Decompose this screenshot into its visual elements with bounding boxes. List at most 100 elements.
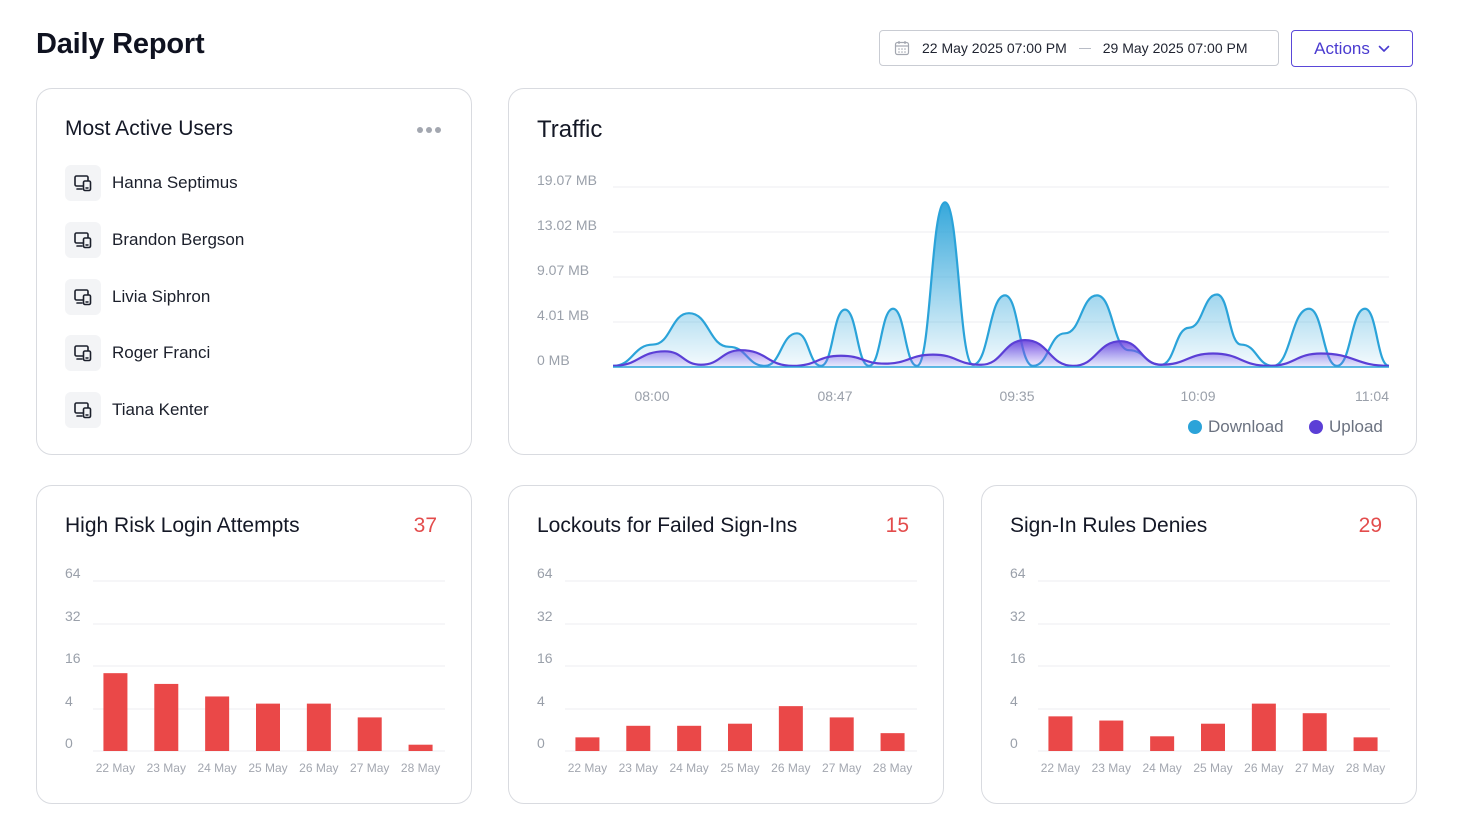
download-swatch [1188,420,1202,434]
card-title: Lockouts for Failed Sign-Ins [537,514,798,537]
device-icon [65,335,101,372]
bar [1201,723,1225,751]
upload-swatch [1309,420,1323,434]
bar [1353,737,1378,751]
bar [677,725,702,751]
bar [1048,716,1073,751]
x-tick-label: 10:09 [1180,388,1215,404]
x-tick-label: 24 May [197,761,236,775]
legend-download: Download [1188,417,1284,437]
x-tick-label: 22 May [568,761,607,775]
card-title: Most Active Users [65,117,234,140]
y-tick-label: 4 [65,693,73,709]
bar [880,733,905,751]
x-tick-label: 25 May [248,761,287,775]
y-tick-label: 16 [65,650,81,666]
x-tick-label: 11:04 [1355,388,1389,404]
x-tick-label: 26 May [771,761,810,775]
user-row[interactable]: Hanna Septimus [65,165,238,201]
bar [408,744,433,751]
y-tick-label: 19.07 MB [537,172,597,188]
x-tick-label: 27 May [822,761,861,775]
x-tick-label: 23 May [1092,761,1131,775]
y-tick-label: 64 [537,565,553,581]
signin-rules-denies-card: Sign-In Rules Denies 29 0 4 16 32 64 22 May 23… [981,485,1417,804]
x-tick-label: 25 May [1193,761,1232,775]
y-tick-label: 32 [65,608,81,624]
x-tick-label: 27 May [350,761,389,775]
y-tick-label: 13.02 MB [537,217,597,233]
bar [103,673,128,751]
x-tick-label: 23 May [147,761,186,775]
date-start[interactable]: 22 May 2025 07:00 PM [922,40,1067,56]
bar-chart: 0 4 16 32 64 22 May 23 May 24 May 25 May 26 May 27… [65,565,445,775]
device-icon [65,392,101,428]
user-name: Brandon Bergson [112,229,245,249]
bar [1099,720,1124,751]
high-risk-login-card: High Risk Login Attempts 37 0 4 16 32 64 22 M… [36,485,472,804]
x-tick-label: 22 May [1041,761,1080,775]
bar [1150,736,1175,751]
y-tick-label: 16 [537,650,553,666]
y-tick-label: 0 [537,735,545,751]
y-tick-label: 0 [65,735,73,751]
most-active-users-card: Most Active Users Hanna Septimus Brandon … [36,88,472,455]
date-range-picker[interactable]: 22 May 2025 07:00 PM 29 May 2025 07:00 P… [879,30,1279,66]
bar-chart: 0 4 16 32 64 22 May 23 May 24 May 25 May 26 May 27… [537,565,917,775]
y-tick-label: 32 [1010,608,1026,624]
area-fill-download [613,202,1389,367]
device-icon [65,165,101,201]
more-horizontal-icon[interactable] [417,127,441,133]
x-tick-label: 23 May [619,761,658,775]
bar [829,717,854,751]
x-tick-label: 28 May [401,761,440,775]
x-tick-label: 09:35 [999,388,1034,404]
legend-upload-label: Upload [1329,417,1383,436]
bar [626,725,651,751]
y-tick-label: 4 [537,693,545,709]
bar [154,683,179,751]
user-name: Tiana Kenter [112,400,209,419]
page-title: Daily Report [36,28,205,60]
count-badge: 37 [413,514,437,537]
bar [1251,703,1276,751]
y-tick-label: 16 [1010,650,1026,666]
user-row[interactable]: Tiana Kenter [65,392,209,428]
user-name: Hanna Septimus [112,173,238,192]
traffic-card: Traffic 0 MB 4.01 MB 9.07 MB 13.02 MB 19.07 … [508,88,1417,455]
device-icon [65,221,101,258]
chevron-down-icon [1378,45,1390,52]
x-tick-label: 28 May [1346,761,1385,775]
area-fill-upload [613,340,1389,367]
traffic-chart: 0 MB 4.01 MB 9.07 MB 13.02 MB 19.07 MB 08:00 0… [537,172,1390,404]
x-tick-label: 08:47 [817,388,852,404]
y-tick-label: 0 [1010,735,1018,751]
card-title: High Risk Login Attempts [65,514,300,537]
x-tick-label: 28 May [873,761,912,775]
date-end[interactable]: 29 May 2025 07:00 PM [1102,40,1248,56]
count-badge: 29 [1358,514,1382,537]
actions-button[interactable]: Actions [1291,30,1413,67]
bar [1302,713,1327,751]
y-tick-label: 64 [65,565,81,581]
count-badge: 15 [885,514,909,537]
bar [728,723,752,751]
user-row[interactable]: Roger Franci [65,335,210,372]
y-tick-label: 4 [1010,693,1018,709]
bar [357,717,382,751]
legend-upload: Upload [1309,417,1383,437]
device-icon [65,278,101,315]
x-tick-label: 24 May [1142,761,1181,775]
x-tick-label: 22 May [96,761,135,775]
actions-label: Actions [1314,38,1370,58]
user-row[interactable]: Brandon Bergson [65,221,245,258]
x-tick-label: 25 May [720,761,759,775]
series-line-upload [612,338,1390,367]
user-row[interactable]: Livia Siphron [65,278,211,315]
bar [778,706,803,751]
y-tick-label: 9.07 MB [537,262,589,278]
user-name: Livia Siphron [112,286,211,306]
legend-download-label: Download [1208,417,1284,436]
card-title: Sign-In Rules Denies [1010,514,1208,537]
bar [205,696,230,751]
